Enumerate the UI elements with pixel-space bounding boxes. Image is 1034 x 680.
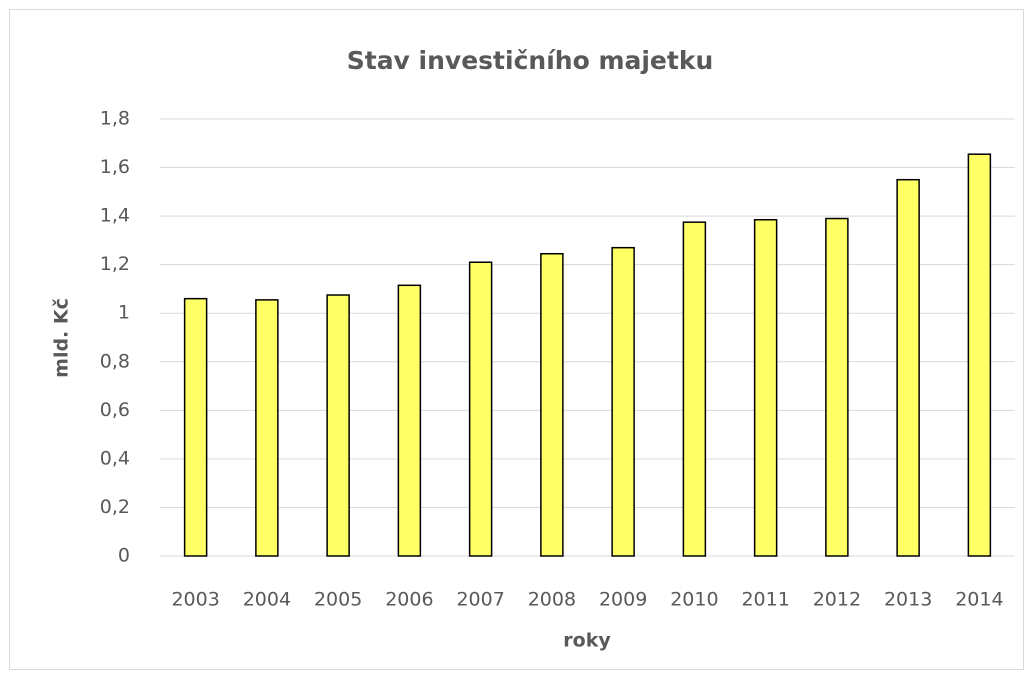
x-tick-label: 2004 [243,589,291,611]
bar [397,284,422,557]
x-tick-label: 2003 [171,589,219,611]
bar [825,217,849,557]
chart-title: Stav investičního majetku [347,46,714,75]
x-axis-label: roky [563,630,611,652]
x-tick-label: 2014 [955,589,1003,611]
x-tick-label: 2013 [884,589,932,611]
y-tick-label: 0,6 [100,399,130,421]
y-tick-label: 1,8 [100,108,130,130]
x-tick-label: 2008 [528,589,576,611]
bar [326,294,350,557]
x-tick-label: 2010 [670,589,718,611]
bar [896,178,920,557]
y-tick-label: 1,6 [100,156,130,178]
bar [967,153,992,557]
x-tick-label: 2012 [813,589,861,611]
y-tick-label: 0 [118,545,130,567]
chart-border [9,9,1024,670]
y-tick-label: 1,2 [100,253,130,275]
bar [255,299,279,557]
y-tick-label: 0,8 [100,350,130,372]
bar [611,246,635,557]
y-axis-label: mld. Kč [51,298,73,378]
bar [682,221,707,557]
bar [753,219,778,557]
y-tick-label: 0,4 [100,447,130,469]
x-tick-label: 2011 [741,589,789,611]
x-tick-label: 2007 [456,589,504,611]
x-tick-label: 2009 [599,589,647,611]
bar [183,297,208,557]
y-tick-label: 1 [118,302,130,324]
y-tick-label: 1,4 [100,205,130,227]
y-tick-label: 0,2 [100,496,130,518]
x-tick-label: 2005 [314,589,362,611]
bar [468,261,493,557]
bar [540,252,564,557]
x-tick-label: 2006 [385,589,433,611]
